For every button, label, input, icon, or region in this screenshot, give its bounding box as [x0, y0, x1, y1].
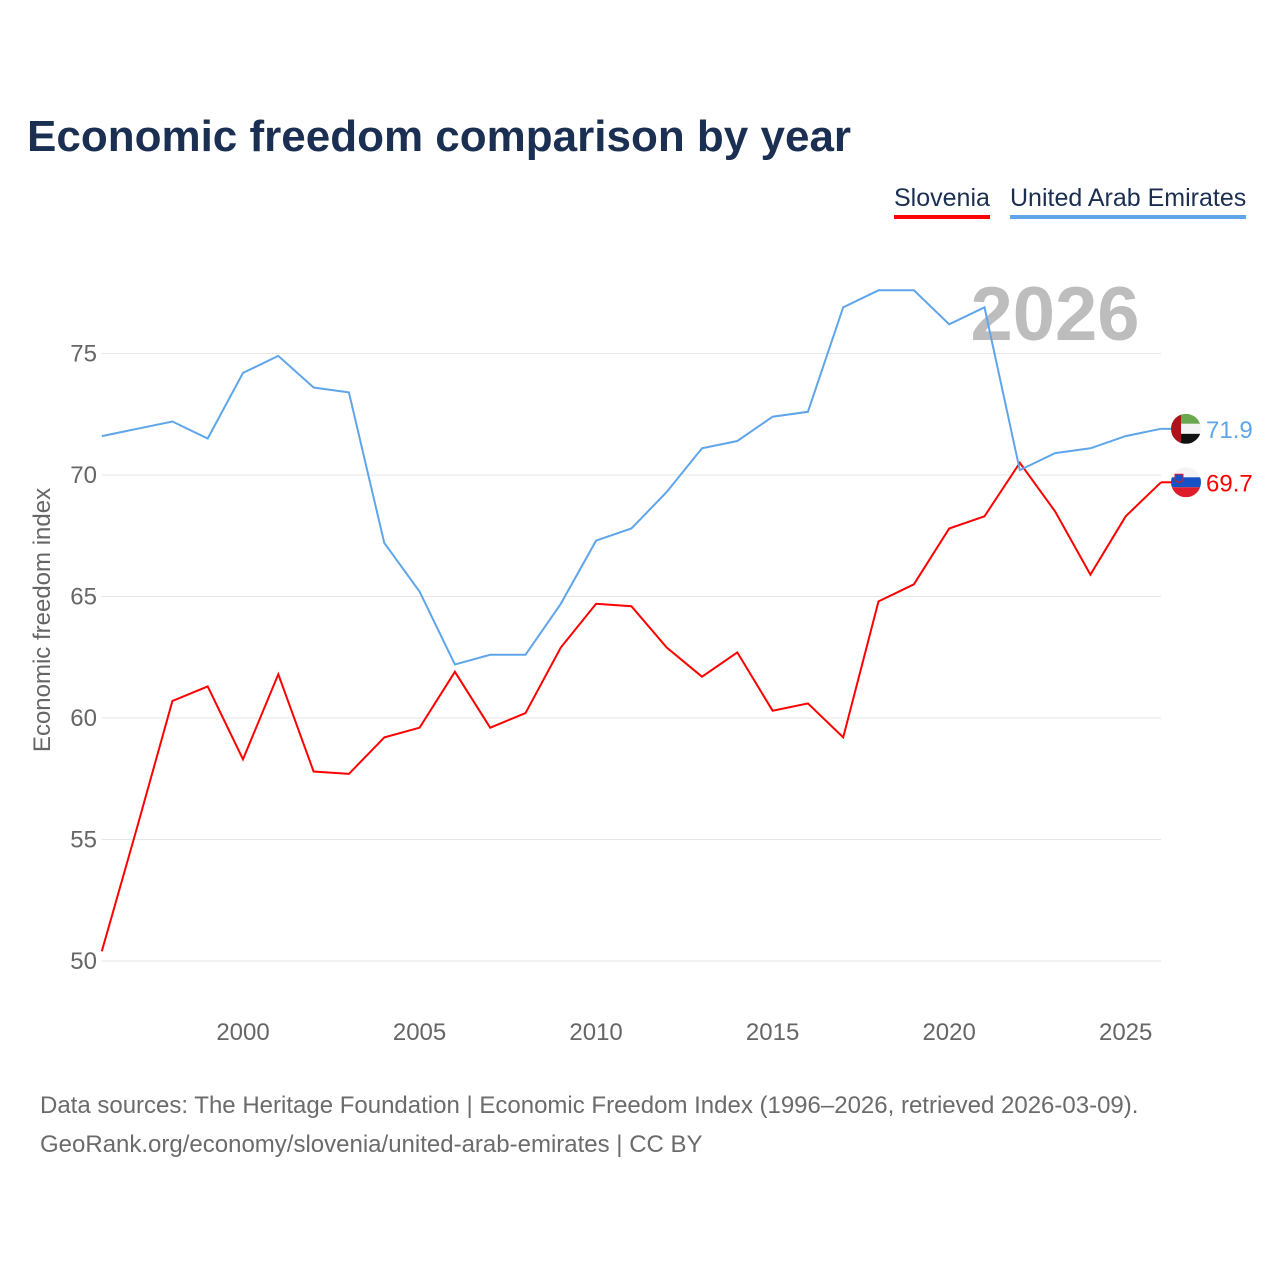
slovenia-flag-icon [1171, 467, 1201, 498]
footer-link[interactable]: GeoRank.org/economy/slovenia/united-arab… [40, 1131, 703, 1158]
footer-sources: Data sources: The Heritage Foundation | … [40, 1092, 1139, 1119]
y-tick-label: 60 [70, 705, 97, 732]
y-tick-label: 75 [70, 341, 97, 368]
y-axis-label: Economic freedom index [29, 488, 56, 752]
legend-slovenia[interactable]: Slovenia [894, 184, 990, 219]
chart-title: Economic freedom comparison by year [27, 112, 852, 161]
x-tick-label: 2005 [393, 1019, 446, 1046]
series-line-uae[interactable] [101, 289, 1162, 666]
footer: Data sources: The Heritage Foundation | … [40, 1086, 1138, 1164]
x-tick-label: 2025 [1099, 1019, 1152, 1046]
end-value-label: 71.9 [1206, 417, 1253, 444]
y-tick-label: 70 [70, 462, 97, 489]
y-tick-label: 50 [70, 948, 97, 975]
x-tick-label: 2000 [216, 1019, 269, 1046]
series-line-slovenia[interactable] [100, 461, 1162, 952]
uae-flag-icon [1171, 413, 1201, 444]
x-tick-label: 2010 [569, 1019, 622, 1046]
legend-uae[interactable]: United Arab Emirates [1010, 184, 1247, 219]
y-tick-label: 65 [70, 584, 97, 611]
year-watermark: 2026 [970, 272, 1139, 357]
x-tick-label: 2015 [746, 1019, 799, 1046]
end-value-label: 69.7 [1206, 470, 1253, 497]
x-tick-label: 2020 [922, 1019, 975, 1046]
y-tick-label: 55 [70, 827, 97, 854]
